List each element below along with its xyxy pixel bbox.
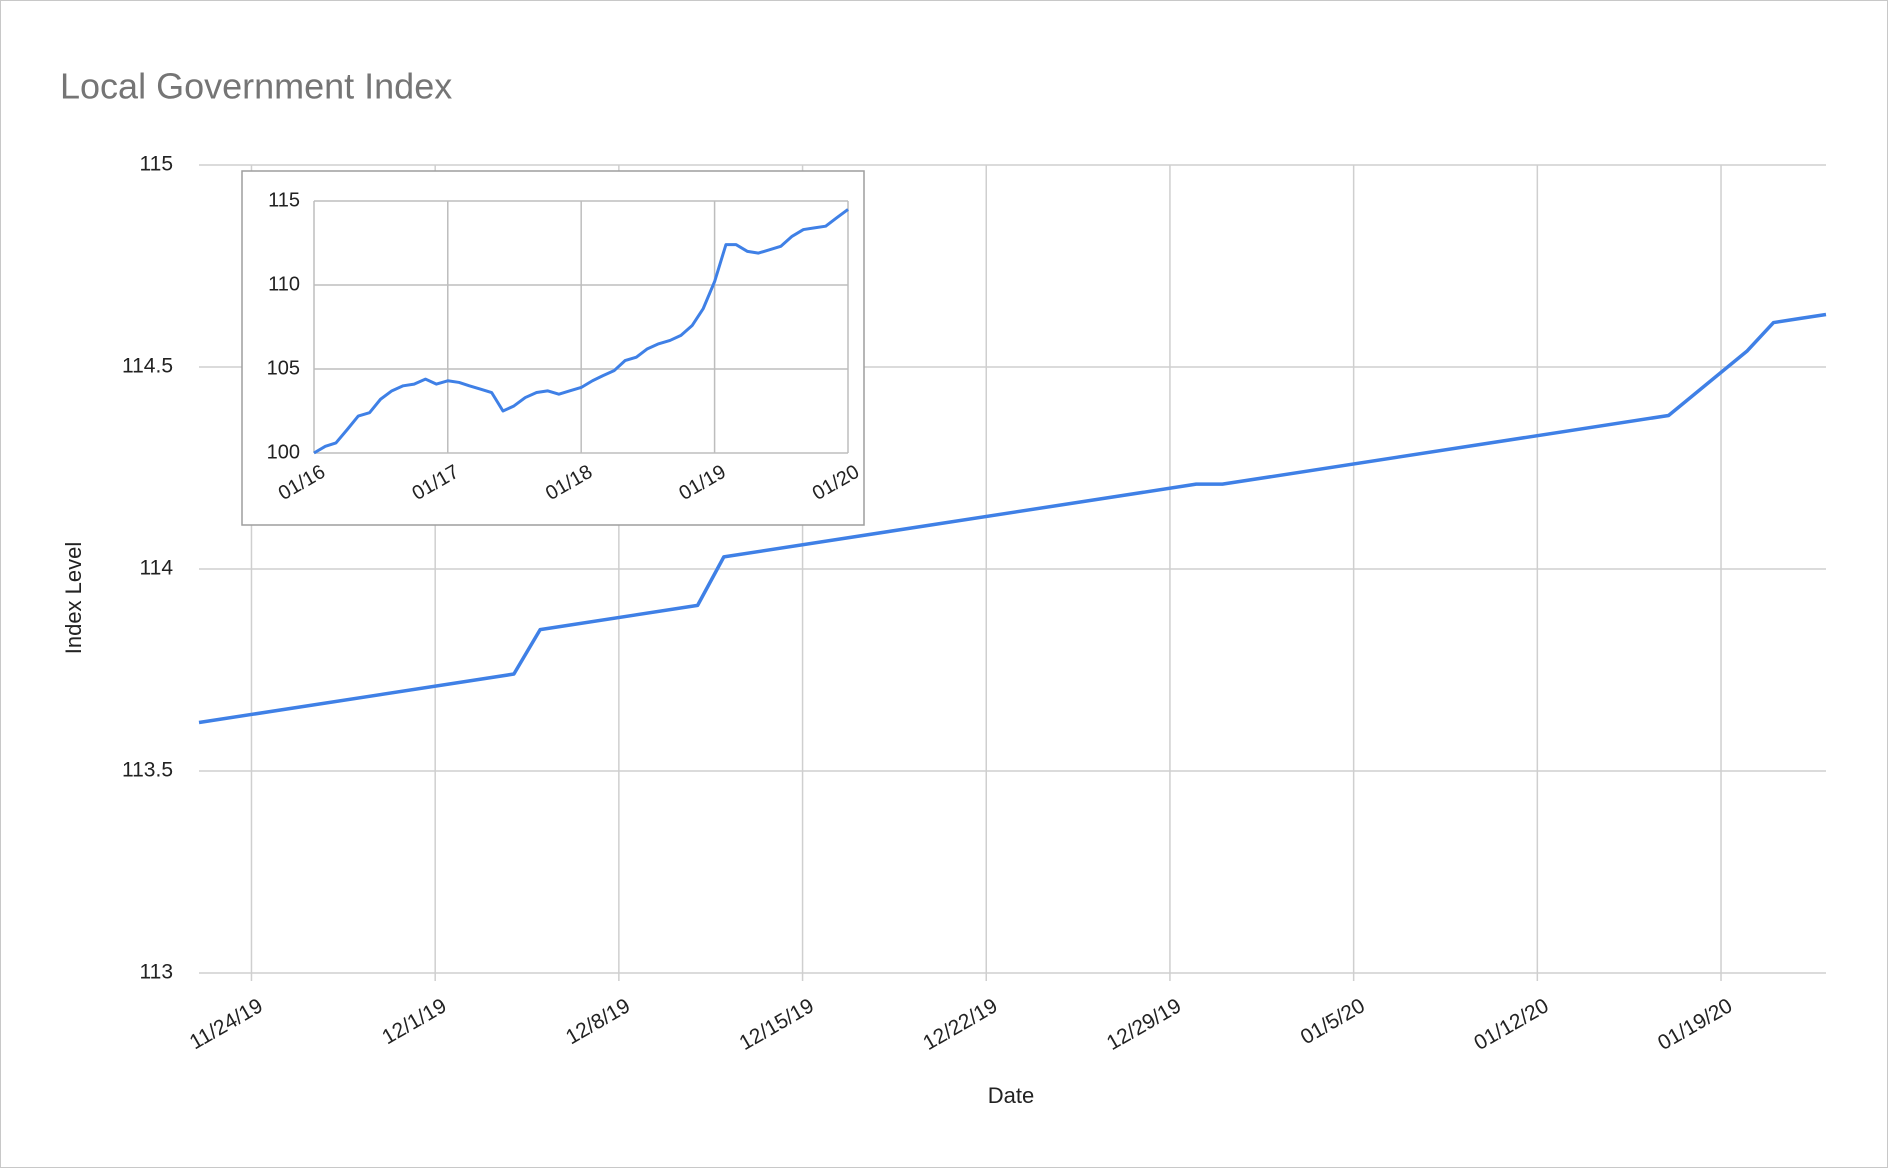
y-tick-label: 114.5 [122,355,173,378]
y-tick-label: 105 [267,357,300,379]
inset-frame [241,170,865,526]
data-line [313,208,849,455]
y-tick-label: 100 [267,441,300,463]
y-tick-label: 113 [140,961,173,984]
y-tick-label: 113.5 [122,759,173,782]
y-tick-label: 110 [268,273,300,295]
y-tick-label: 114 [140,557,174,580]
x-axis-title: Date [988,1083,1034,1108]
y-tick-label: 115 [140,153,173,176]
y-axis-title: Index Level [61,542,86,655]
data-line [198,312,1827,725]
chart-title: Local Government Index [60,66,452,107]
y-tick-label: 115 [268,189,300,211]
